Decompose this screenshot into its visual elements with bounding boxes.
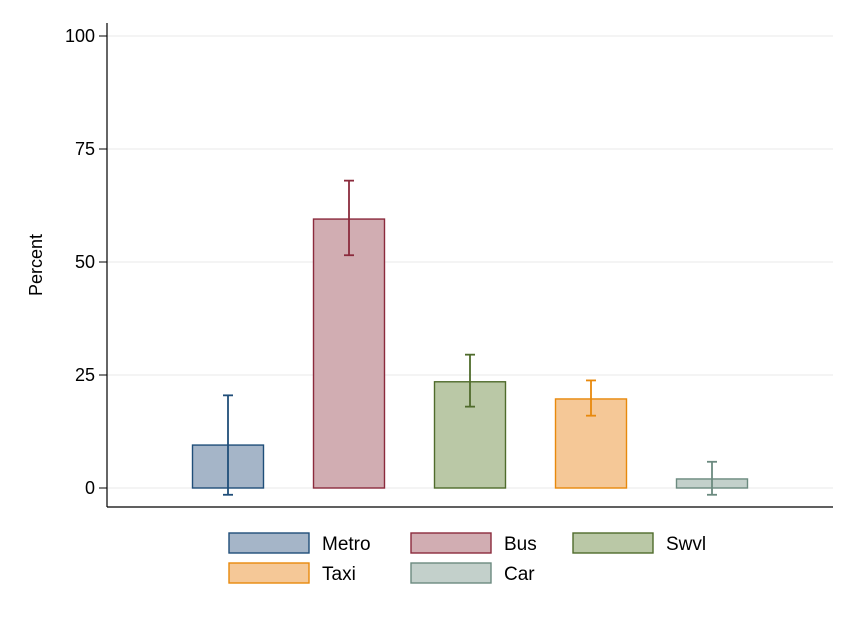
axes — [106, 23, 833, 508]
legend-item-bus: Bus — [410, 532, 537, 555]
legend-label: Swvl — [666, 534, 706, 555]
legend-item-car: Car — [410, 562, 535, 585]
legend-label: Car — [504, 564, 535, 585]
bars — [191, 218, 749, 489]
error-bar-metro — [223, 394, 233, 496]
legend: Metro Bus Swvl Taxi Car — [228, 532, 706, 585]
legend-item-taxi: Taxi — [228, 562, 356, 585]
legend-swatch — [572, 532, 654, 554]
error-bar-bus — [344, 179, 354, 257]
y-tick-label: 25 — [75, 365, 95, 385]
error-bar-swvl — [465, 353, 475, 408]
bar-bus — [312, 218, 386, 489]
legend-label: Taxi — [322, 564, 356, 585]
error-bar-taxi — [586, 379, 596, 417]
y-tick-label: 50 — [75, 252, 95, 272]
legend-item-metro: Metro — [228, 532, 371, 555]
legend-swatch — [228, 562, 310, 584]
y-axis-title: Percent — [26, 234, 46, 296]
error-bars — [223, 179, 717, 496]
error-bar-car — [707, 460, 717, 496]
legend-label: Metro — [322, 534, 371, 555]
y-axis-ticks: 0 25 50 75 100 — [65, 26, 107, 498]
legend-item-swvl: Swvl — [572, 532, 706, 555]
legend-swatch — [410, 562, 492, 584]
y-tick-label: 75 — [75, 139, 95, 159]
y-tick-label: 100 — [65, 26, 95, 46]
legend-swatch — [228, 532, 310, 554]
legend-swatch — [410, 532, 492, 554]
y-tick-label: 0 — [85, 478, 95, 498]
legend-label: Bus — [504, 534, 537, 555]
